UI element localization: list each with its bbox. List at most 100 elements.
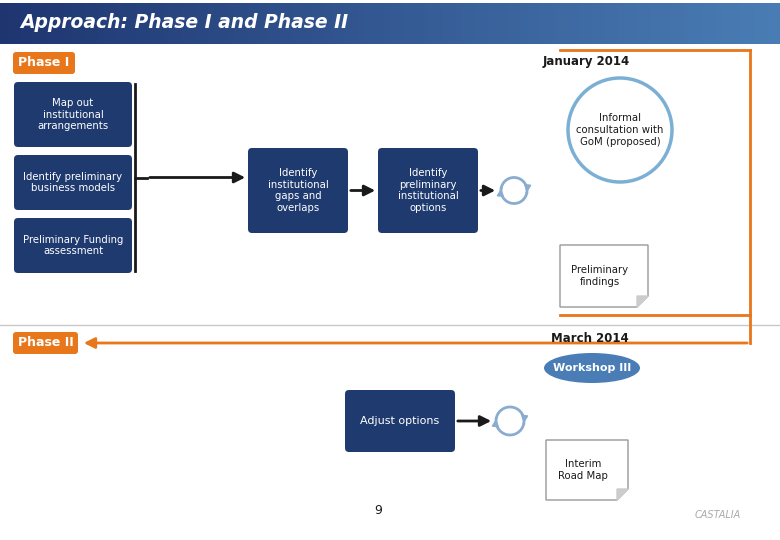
- Bar: [423, 0, 430, 44]
- Bar: [136, 0, 144, 44]
- Text: Identify
institutional
gaps and
overlaps: Identify institutional gaps and overlaps: [268, 168, 328, 213]
- Bar: [0, 0, 780, 3]
- Bar: [176, 0, 183, 44]
- Bar: [735, 0, 742, 44]
- Bar: [624, 0, 632, 44]
- Bar: [591, 0, 599, 44]
- Bar: [468, 0, 476, 44]
- Polygon shape: [637, 296, 648, 307]
- Bar: [429, 0, 437, 44]
- Bar: [474, 0, 482, 44]
- Bar: [722, 0, 729, 44]
- Bar: [650, 0, 658, 44]
- Bar: [208, 0, 215, 44]
- Bar: [754, 0, 761, 44]
- Bar: [682, 0, 690, 44]
- Bar: [702, 0, 710, 44]
- Circle shape: [568, 78, 672, 182]
- Bar: [254, 0, 261, 44]
- Bar: [318, 0, 326, 44]
- Text: Interim
Road Map: Interim Road Map: [558, 459, 608, 481]
- Bar: [669, 0, 677, 44]
- Bar: [403, 0, 410, 44]
- Bar: [273, 0, 281, 44]
- Bar: [767, 0, 775, 44]
- Bar: [58, 0, 66, 44]
- Text: Map out
institutional
arrangements: Map out institutional arrangements: [37, 98, 108, 131]
- Bar: [33, 0, 40, 44]
- Bar: [292, 0, 300, 44]
- Bar: [162, 0, 170, 44]
- Bar: [728, 0, 736, 44]
- Bar: [312, 0, 320, 44]
- FancyBboxPatch shape: [13, 332, 78, 354]
- Bar: [708, 0, 716, 44]
- Text: Adjust options: Adjust options: [360, 416, 440, 426]
- Bar: [201, 0, 209, 44]
- Bar: [540, 0, 547, 44]
- Bar: [513, 0, 521, 44]
- Bar: [552, 0, 560, 44]
- Bar: [332, 0, 339, 44]
- Bar: [143, 0, 151, 44]
- Bar: [26, 0, 34, 44]
- Bar: [520, 0, 527, 44]
- Bar: [279, 0, 287, 44]
- Bar: [585, 0, 593, 44]
- Bar: [435, 0, 443, 44]
- Polygon shape: [617, 489, 628, 500]
- Bar: [747, 0, 755, 44]
- FancyBboxPatch shape: [14, 82, 132, 147]
- Bar: [111, 0, 118, 44]
- Bar: [130, 0, 137, 44]
- Text: Phase II: Phase II: [18, 336, 73, 349]
- Bar: [325, 0, 332, 44]
- Bar: [488, 0, 495, 44]
- Bar: [390, 0, 398, 44]
- Bar: [455, 0, 463, 44]
- Bar: [45, 0, 53, 44]
- Bar: [39, 0, 47, 44]
- Bar: [657, 0, 664, 44]
- Bar: [13, 0, 20, 44]
- Text: Identify preliminary
business models: Identify preliminary business models: [23, 172, 122, 193]
- Bar: [572, 0, 580, 44]
- Bar: [306, 0, 313, 44]
- Bar: [611, 0, 619, 44]
- Text: March 2014: March 2014: [551, 332, 629, 345]
- Bar: [247, 0, 254, 44]
- Bar: [364, 0, 371, 44]
- Bar: [234, 0, 242, 44]
- Bar: [267, 0, 274, 44]
- Bar: [84, 0, 92, 44]
- Bar: [189, 0, 196, 44]
- Bar: [696, 0, 703, 44]
- Bar: [20, 0, 27, 44]
- Bar: [396, 0, 404, 44]
- Bar: [215, 0, 222, 44]
- Bar: [228, 0, 235, 44]
- Bar: [507, 0, 515, 44]
- FancyBboxPatch shape: [14, 218, 132, 273]
- Bar: [98, 0, 105, 44]
- Bar: [345, 0, 352, 44]
- FancyBboxPatch shape: [13, 52, 75, 74]
- Bar: [377, 0, 385, 44]
- Bar: [299, 0, 307, 44]
- Bar: [546, 0, 554, 44]
- Text: January 2014: January 2014: [542, 56, 629, 69]
- Bar: [760, 0, 768, 44]
- Ellipse shape: [544, 353, 640, 383]
- Bar: [0, 0, 8, 44]
- Bar: [260, 0, 268, 44]
- Bar: [195, 0, 203, 44]
- Bar: [91, 0, 98, 44]
- Bar: [117, 0, 125, 44]
- Bar: [663, 0, 671, 44]
- Bar: [579, 0, 586, 44]
- Bar: [630, 0, 638, 44]
- Bar: [410, 0, 417, 44]
- Bar: [676, 0, 683, 44]
- Bar: [351, 0, 359, 44]
- FancyBboxPatch shape: [345, 390, 455, 452]
